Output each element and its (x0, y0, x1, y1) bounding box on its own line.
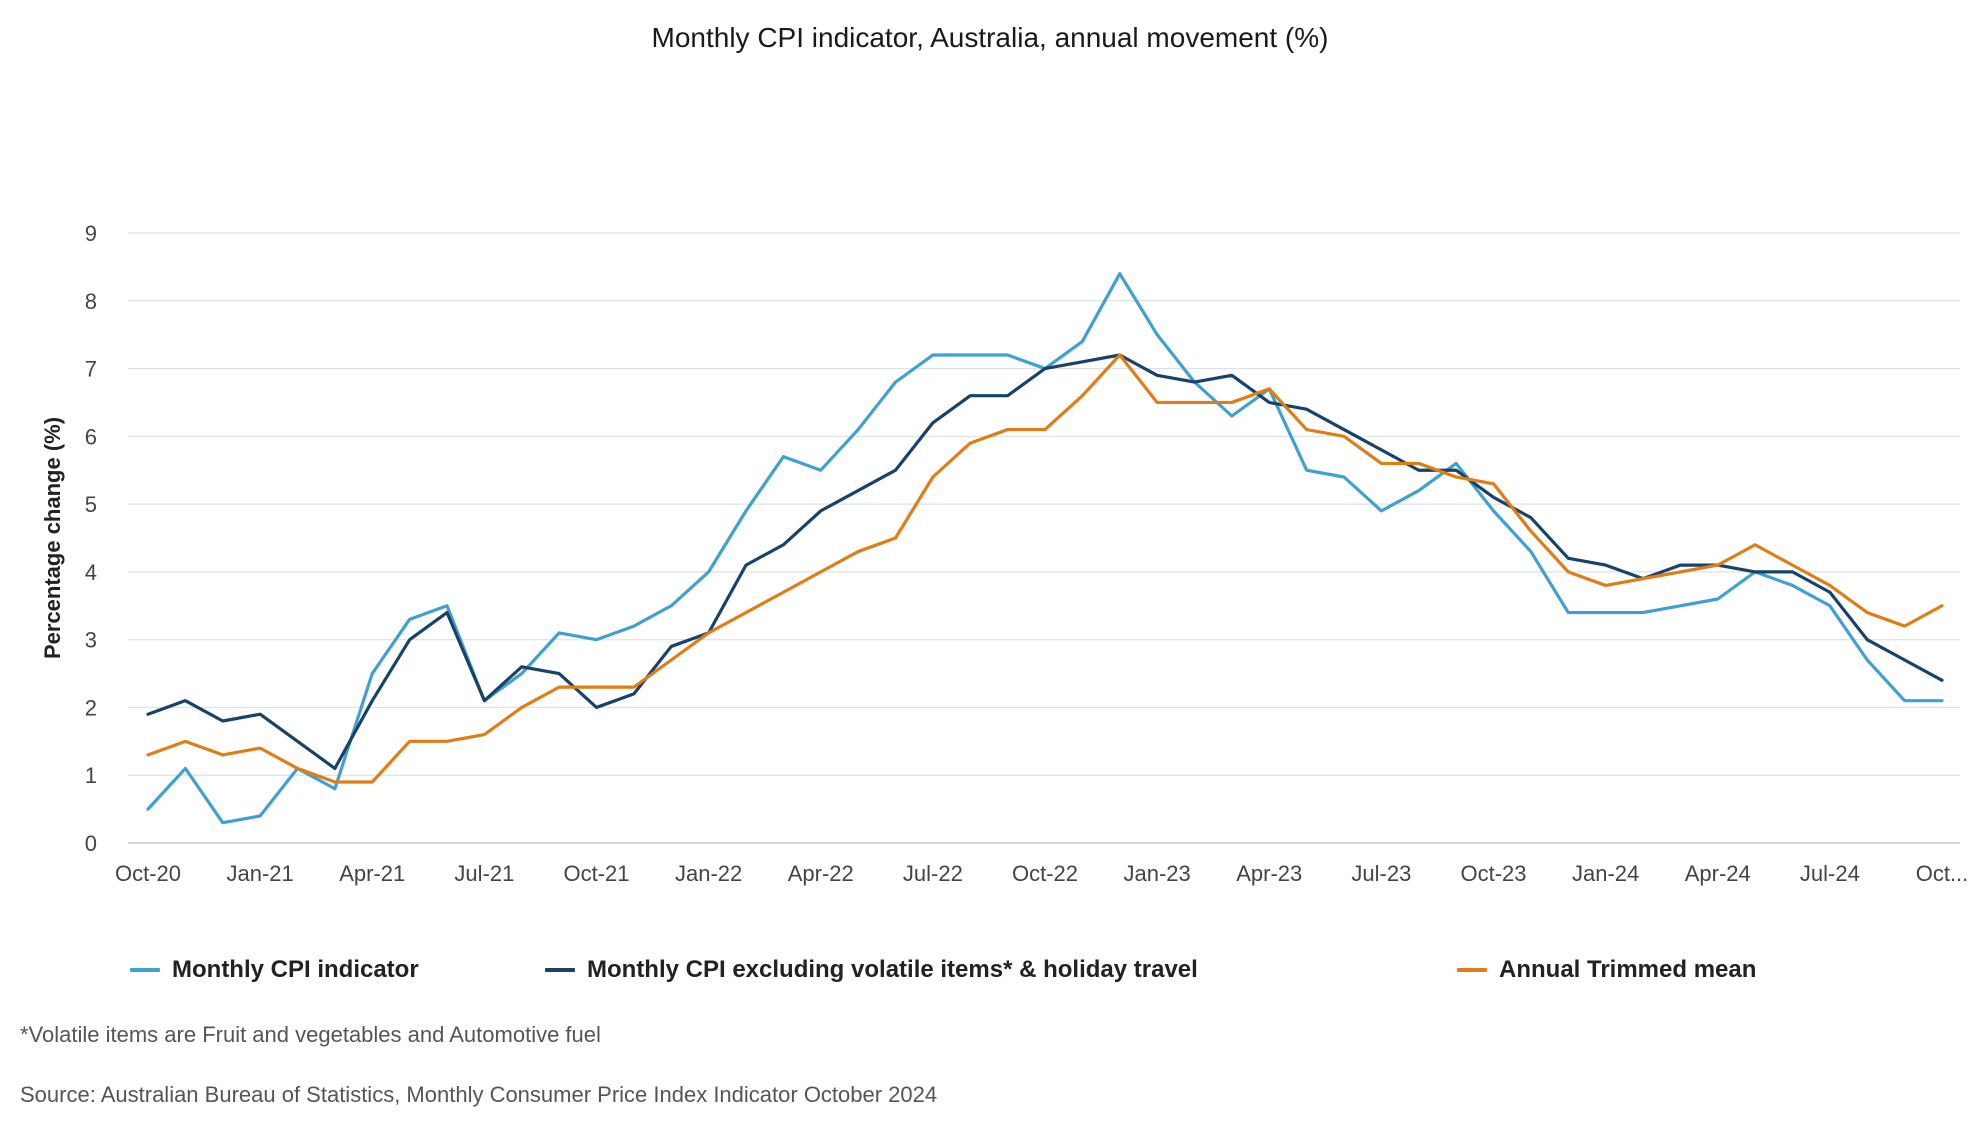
x-tick-label: Apr-24 (1685, 861, 1751, 886)
y-tick-label: 7 (85, 357, 97, 382)
y-tick-label: 6 (85, 424, 97, 449)
source-note: Source: Australian Bureau of Statistics,… (20, 1082, 938, 1107)
x-tick-label: Jul-22 (903, 861, 963, 886)
grid-layer (128, 232, 1960, 844)
x-tick-label: Jul-23 (1351, 861, 1411, 886)
x-tick-label: Oct... (1916, 861, 1969, 886)
y-tick-label: 9 (85, 221, 97, 246)
legend-item-excluding-volatile[interactable]: Monthly CPI excluding volatile items* & … (545, 950, 1198, 990)
x-tick-label: Oct-20 (115, 861, 181, 886)
x-tick-label: Jan-22 (675, 861, 742, 886)
series-line-annual-trimmed-mean[interactable] (146, 353, 1944, 784)
chart-title: Monthly CPI indicator, Australia, annual… (651, 22, 1329, 53)
legend-swatch-excluding-volatile (545, 968, 575, 972)
legend-item-trimmed-mean[interactable]: Annual Trimmed mean (1457, 950, 1756, 990)
y-tick-label: 2 (85, 695, 97, 720)
x-tick-label: Jan-21 (226, 861, 293, 886)
y-tick-label: 4 (85, 560, 97, 585)
x-tick-label: Jul-24 (1800, 861, 1860, 886)
y-tick-label: 0 (85, 831, 97, 856)
series-layer (146, 272, 1944, 825)
x-tick-label: Oct-21 (563, 861, 629, 886)
axis-layer: 0 1 2 3 4 5 6 7 8 9 Oct-20 Jan-21 Apr-21 Jul-21 Oct-21… (85, 221, 1969, 886)
legend-label-monthly-cpi: Monthly CPI indicator (172, 956, 419, 983)
legend-label-trimmed-mean: Annual Trimmed mean (1499, 956, 1757, 983)
y-tick-label: 3 (85, 628, 97, 653)
legend-swatch-monthly-cpi (130, 968, 160, 972)
x-tick-label: Jan-23 (1123, 861, 1190, 886)
x-tick-label: Apr-22 (788, 861, 854, 886)
y-tick-label: 1 (85, 763, 97, 788)
x-tick-label: Apr-21 (339, 861, 405, 886)
x-tick-label: Jan-24 (1572, 861, 1639, 886)
legend-swatch-trimmed-mean (1457, 968, 1487, 972)
footnote: *Volatile items are Fruit and vegetables… (20, 1022, 601, 1047)
legend-label-excluding-volatile: Monthly CPI excluding volatile items* & … (587, 956, 1198, 983)
y-tick-label: 8 (85, 289, 97, 314)
legend: Monthly CPI indicator Monthly CPI exclud… (0, 950, 1980, 990)
x-tick-label: Oct-22 (1012, 861, 1078, 886)
legend-item-monthly-cpi[interactable]: Monthly CPI indicator (130, 950, 419, 990)
y-axis-label: Percentage change (%) (40, 417, 65, 659)
series-line-monthly-cpi-excluding-volatile-items-holiday-travel[interactable] (146, 353, 1944, 771)
x-tick-label: Jul-21 (454, 861, 514, 886)
y-tick-label: 5 (85, 492, 97, 517)
x-tick-label: Oct-23 (1460, 861, 1526, 886)
x-tick-label: Apr-23 (1236, 861, 1302, 886)
